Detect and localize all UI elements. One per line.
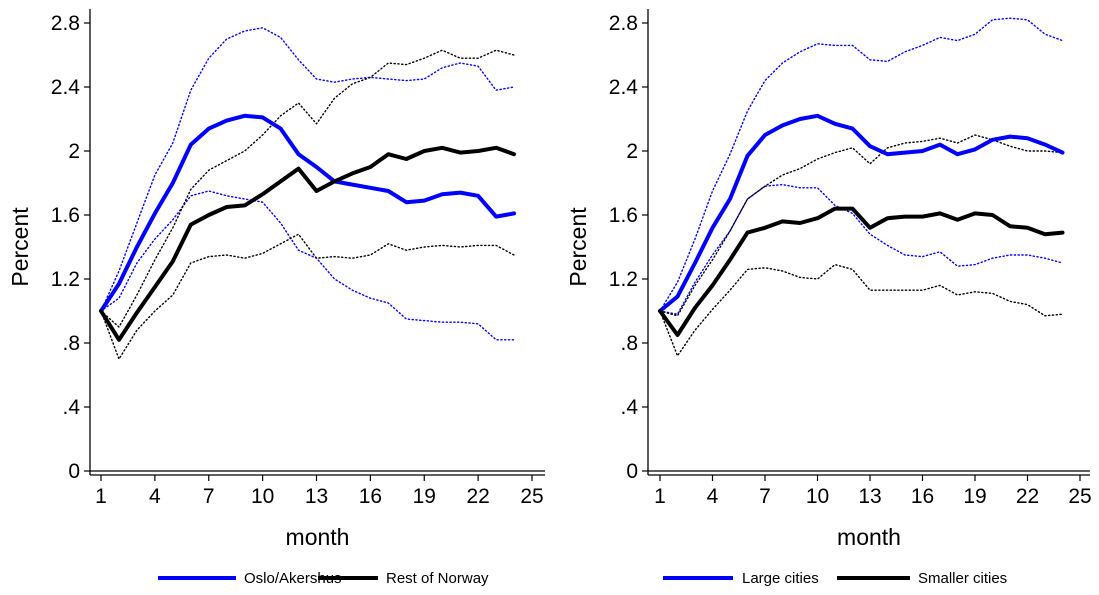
y-axis-title: Percent: [7, 207, 33, 287]
y-tick-label: 2.4: [51, 76, 81, 99]
y-tick-label: 1.6: [51, 204, 80, 227]
y-tick-label: 0: [68, 460, 80, 483]
chart-panel-2: 0 .4 .8 1.2 1.6 2 2.4 2.8 1 4 7 10 13 16 19 22 25 month Pe…: [565, 9, 1092, 587]
y-tick-label: .8: [62, 332, 80, 355]
x-tick-label: 10: [251, 485, 274, 508]
confidence-band-line-5: [659, 263, 1064, 357]
x-tick-label: 1: [654, 485, 666, 508]
x-tick-label: 13: [858, 485, 881, 508]
y-tick-label: .4: [620, 396, 638, 419]
x-tick-label: 1: [95, 485, 107, 508]
y-tick-label: 2: [68, 140, 80, 163]
x-tick-label: 16: [359, 485, 382, 508]
confidence-band-line-2: [659, 17, 1064, 312]
y-tick-label: 0: [626, 460, 638, 483]
y-tick-label: .8: [620, 332, 638, 355]
x-axis-title: month: [286, 524, 350, 550]
x-tick-label: 7: [203, 485, 215, 508]
x-tick-label: 22: [466, 485, 489, 508]
y-tick-label: 2.8: [609, 12, 638, 35]
x-tick-label: 22: [1016, 485, 1039, 508]
y-tick-label: 2.8: [51, 12, 80, 35]
y-tick-label: 2: [626, 140, 638, 163]
legend-label: Large cities: [742, 570, 819, 587]
x-axis-title: month: [837, 524, 901, 550]
legend-label: Oslo/Akershus: [244, 570, 342, 587]
y-tick-label: 1.2: [609, 268, 638, 291]
x-tick-label: 19: [963, 485, 986, 508]
series-line-rest-of-norway: [99, 145, 516, 342]
x-tick-label: 10: [806, 485, 829, 508]
series-line-smaller-cities: [658, 206, 1065, 337]
y-tick-label: 1.2: [51, 268, 80, 291]
x-tick-label: 25: [1068, 485, 1091, 508]
x-tick-label: 19: [413, 485, 436, 508]
confidence-band-line-5: [100, 233, 515, 360]
x-tick-label: 13: [305, 485, 328, 508]
series-line-large-cities: [658, 113, 1065, 313]
confidence-band-line-3: [659, 183, 1064, 315]
y-axis-title: Percent: [565, 207, 591, 287]
legend-label: Smaller cities: [918, 570, 1007, 587]
y-tick-label: 1.6: [609, 204, 638, 227]
confidence-band-line-3: [100, 190, 515, 341]
y-tick-label: .4: [62, 396, 80, 419]
confidence-band-line-2: [100, 27, 515, 312]
x-tick-label: 7: [759, 485, 771, 508]
confidence-band-line-4: [100, 49, 515, 328]
legend-label: Rest of Norway: [386, 570, 489, 587]
chart-panel-1: 0 .4 .8 1.2 1.6 2 2.4 2.8 1 4 7 10 13 16 19 22 25 month Pe…: [7, 9, 545, 587]
confidence-band-line-4: [659, 134, 1064, 317]
series-line-oslo-akershus: [99, 113, 516, 313]
x-tick-label: 4: [707, 485, 719, 508]
x-tick-label: 16: [911, 485, 934, 508]
x-tick-label: 4: [149, 485, 161, 508]
y-tick-label: 2.4: [609, 76, 639, 99]
x-tick-label: 25: [520, 485, 543, 508]
